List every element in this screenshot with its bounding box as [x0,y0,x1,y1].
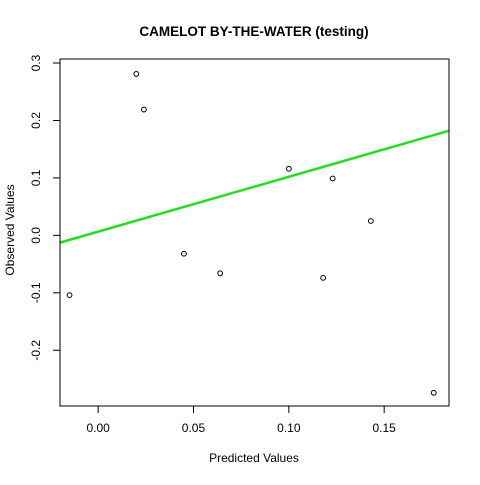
x-tick-label: 0.15 [372,421,396,435]
data-point [367,218,374,224]
y-tick-label: -0.1 [29,282,43,303]
y-tick-label: 0.2 [29,112,43,129]
y-axis-label: Observed Values [3,184,17,275]
data-point [430,389,437,396]
regression-line [60,129,449,244]
data-point [66,292,73,299]
data-point [320,274,327,281]
plot-marks: 0.00 0.05 0.10 0.15 -0.2 -0.1 0.0 0.1 0.2 0.3 [29,54,450,435]
chart-title: CAMELOT BY-THE-WATER (testing) [139,24,368,39]
x-tick-label: 0.10 [277,421,301,435]
y-tick-label: 0.1 [29,169,43,186]
y-tick-label: -0.2 [29,340,43,361]
x-tick-label: 0.05 [182,421,206,435]
data-point [141,106,147,113]
y-tick-label: 0.0 [29,227,43,244]
x-tick-label: 0.00 [86,421,110,435]
y-tick-label: 0.3 [29,54,43,71]
data-point [133,71,140,77]
data-point [329,175,336,182]
x-axis-label: Predicted Values [209,451,299,465]
data-point [217,270,224,277]
data-point [285,165,292,172]
data-point [181,250,187,257]
